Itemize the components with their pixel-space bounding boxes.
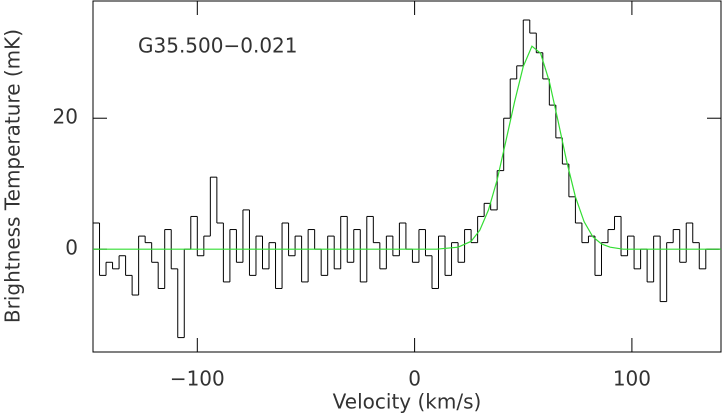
y-tick-label: 0	[65, 236, 78, 260]
x-tick-label: −100	[170, 367, 225, 391]
x-tick-label: 0	[408, 367, 421, 391]
x-tick-label: 100	[613, 367, 651, 391]
plot-frame	[92, 0, 722, 353]
y-axis-label: Brightness Temperature (mK)	[1, 29, 25, 323]
y-tick-label: 20	[53, 105, 78, 129]
annotation: G35.500−0.021	[138, 34, 298, 58]
x-axis-label: Velocity (km/s)	[333, 390, 482, 414]
fit-line	[93, 45, 721, 250]
